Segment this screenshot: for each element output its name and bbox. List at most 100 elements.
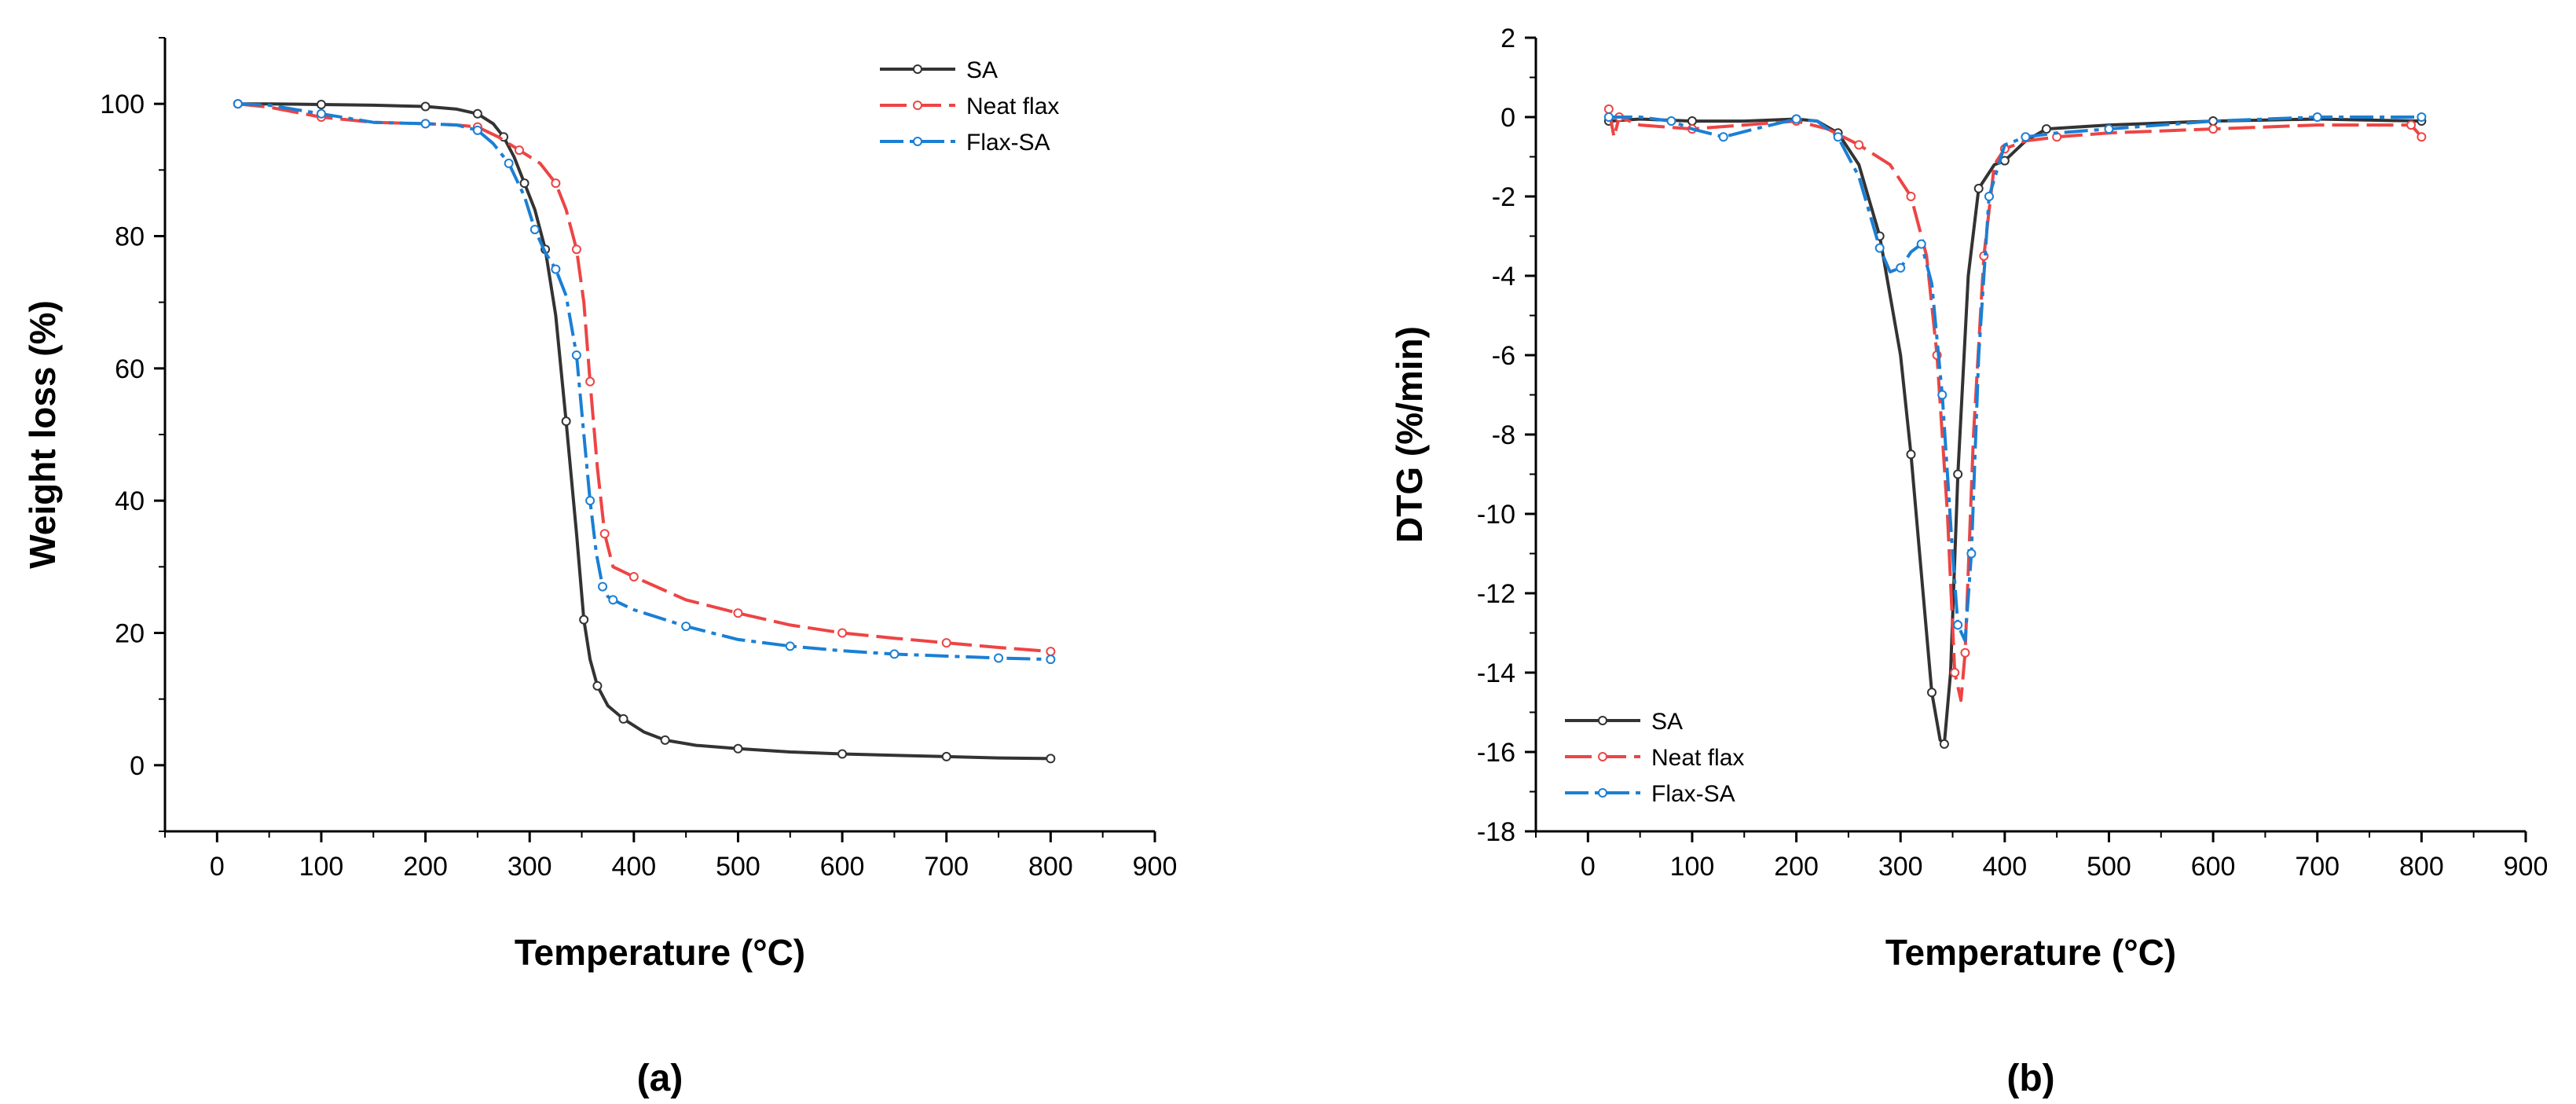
x-tick-label: 0 — [210, 852, 225, 882]
series-line — [1608, 116, 2422, 643]
y-tick-label: -6 — [1492, 341, 1515, 371]
data-point — [1666, 116, 1676, 127]
data-point — [1937, 390, 1948, 400]
y-tick-label: 40 — [115, 486, 145, 516]
data-point — [1960, 647, 1970, 658]
y-tick-label: -8 — [1492, 420, 1515, 450]
data-point — [579, 614, 589, 625]
data-point — [733, 608, 743, 618]
series-sa — [233, 99, 1056, 764]
data-point — [1603, 104, 1614, 114]
y-tick-label: 80 — [115, 222, 145, 252]
data-point — [1916, 239, 1926, 249]
y-axis-title: DTG (%/min) — [1389, 326, 1430, 543]
panel-b-dtg-chart: 0 100 200 300 400 500 600 700 800 900 -18 -16 -14 -12… — [1389, 24, 2548, 1099]
series-neat-flax — [233, 99, 1056, 657]
data-point — [504, 158, 514, 168]
data-point — [1833, 132, 1843, 142]
data-point — [316, 100, 326, 110]
data-point — [599, 529, 610, 539]
data-point — [1603, 112, 1614, 122]
data-point — [598, 581, 608, 592]
data-point — [2417, 112, 2427, 122]
legend-label: Flax-SA — [1651, 781, 1735, 807]
x-tick-label: 100 — [299, 852, 344, 882]
data-point — [1046, 647, 1056, 657]
panel-label: (b) — [2006, 1058, 2054, 1099]
y-tick-label: 20 — [115, 619, 145, 649]
x-tick-label: 400 — [1982, 852, 2027, 882]
data-point — [1906, 449, 1916, 460]
x-tick-label: 0 — [1581, 852, 1596, 882]
data-point — [1791, 114, 1801, 124]
x-tick-label: 700 — [2295, 852, 2340, 882]
x-tick-label: 500 — [716, 852, 760, 882]
x-tick-label: 200 — [403, 852, 448, 882]
series-flax-sa — [233, 99, 1056, 665]
data-point — [1953, 620, 1963, 630]
data-point — [2417, 132, 2427, 142]
legend-marker — [1598, 788, 1607, 798]
data-point — [628, 571, 639, 581]
data-point — [2406, 120, 2417, 130]
y-tick-label: -2 — [1492, 182, 1515, 212]
y-tick-label: 60 — [115, 354, 145, 384]
x-tick-label: 900 — [2504, 852, 2549, 882]
y-tick-label: -4 — [1492, 262, 1515, 292]
legend-label: SA — [1651, 709, 1683, 735]
data-point — [2208, 124, 2219, 134]
y-tick-label: -12 — [1477, 579, 1515, 609]
data-point — [585, 496, 595, 506]
data-point — [1950, 668, 1960, 677]
data-point — [420, 101, 431, 112]
data-point — [889, 649, 900, 659]
data-point — [837, 749, 848, 759]
data-point — [837, 628, 848, 638]
series-line — [237, 102, 1051, 761]
x-tick-label: 600 — [2191, 852, 2236, 882]
data-point — [1854, 140, 1864, 150]
data-point — [561, 416, 571, 427]
data-point — [420, 119, 431, 129]
x-tick-label: 400 — [611, 852, 656, 882]
data-point — [1896, 262, 1906, 273]
data-point — [1973, 183, 1984, 193]
series-line — [1608, 117, 2422, 746]
legend: SA Neat flax Flax-SA — [1565, 709, 1744, 807]
legend-marker — [913, 64, 922, 74]
data-point — [472, 108, 482, 119]
data-point — [660, 735, 670, 745]
data-point — [1953, 469, 1963, 479]
panel-a-weight-loss-chart: 0 100 200 300 400 500 600 700 800 900 0 20 40 60 80 100… — [22, 37, 1178, 1099]
x-tick-label: 900 — [1133, 852, 1178, 882]
y-tick-label: 0 — [130, 751, 145, 781]
series-line — [237, 102, 1051, 654]
data-point — [2208, 116, 2219, 127]
data-point — [571, 244, 581, 255]
data-point — [2041, 124, 2051, 134]
data-point — [551, 178, 561, 189]
data-point — [1966, 548, 1977, 559]
x-tick-label: 700 — [924, 852, 969, 882]
legend-marker — [1598, 752, 1607, 761]
x-tick-label: 600 — [820, 852, 865, 882]
data-point — [1718, 132, 1728, 142]
y-axis-title: Weight loss (%) — [22, 300, 63, 569]
data-point — [592, 680, 603, 691]
data-point — [1687, 116, 1697, 127]
data-point — [733, 743, 743, 754]
series-line — [1607, 108, 2423, 702]
legend: SA Neat flax Flax-SA — [880, 57, 1059, 156]
legend-label: Neat flax — [1651, 745, 1744, 771]
data-point — [1874, 243, 1885, 253]
data-point — [519, 178, 529, 189]
data-point — [2104, 124, 2114, 134]
x-tick-label: 300 — [1878, 852, 1923, 882]
data-point — [233, 99, 243, 109]
data-point — [1927, 688, 1937, 698]
x-tick-label: 500 — [2087, 852, 2131, 882]
y-tick-label: -16 — [1477, 738, 1515, 768]
series-neat-flax — [1603, 104, 2427, 702]
data-point — [1984, 192, 1994, 201]
x-tick-label: 300 — [508, 852, 552, 882]
